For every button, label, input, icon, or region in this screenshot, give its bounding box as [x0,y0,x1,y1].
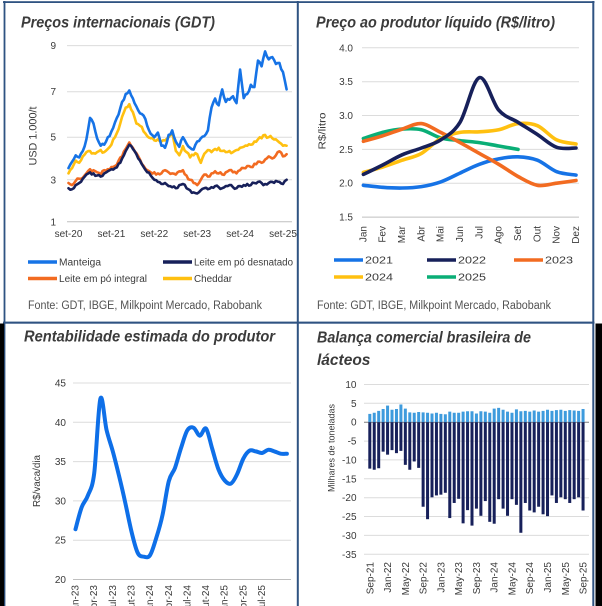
svg-text:4.0: 4.0 [339,43,353,54]
svg-text:Jan-25: Jan-25 [543,562,554,593]
svg-text:2023: 2023 [545,256,574,267]
svg-text:Sep-24: Sep-24 [525,562,536,595]
svg-text:-35: -35 [342,550,357,561]
svg-text:set-23: set-23 [183,229,211,240]
svg-text:R$/litro: R$/litro [317,112,329,149]
svg-text:Sep-23: Sep-23 [472,562,483,595]
svg-text:Preço ao produtor líquido (R$/: Preço ao produtor líquido (R$/litro) [316,15,555,32]
svg-text:set-21: set-21 [98,229,126,240]
svg-text:5: 5 [50,133,56,144]
svg-text:Jan-22: Jan-22 [383,562,394,593]
svg-text:Mar: Mar [397,225,408,243]
svg-text:Cheddar: Cheddar [194,274,233,285]
svg-text:Leite em pó integral: Leite em pó integral [59,274,147,285]
svg-text:Milhares de toneladas: Milhares de toneladas [327,404,337,492]
svg-text:1: 1 [50,217,56,228]
svg-text:-20: -20 [342,493,357,504]
svg-text:2.0: 2.0 [339,179,353,190]
svg-text:Rentabilidade estimada do prod: Rentabilidade estimada do produtor [24,329,276,346]
svg-text:-15: -15 [342,474,357,485]
svg-text:9: 9 [50,41,56,52]
svg-text:Abr-23: Abr-23 [89,585,100,606]
svg-text:Abr: Abr [416,225,427,241]
svg-text:Jan: Jan [358,226,369,242]
svg-text:45: 45 [55,379,67,390]
svg-text:35: 35 [55,457,67,468]
svg-text:May-22: May-22 [401,562,412,596]
svg-text:Manteiga: Manteiga [59,258,101,269]
svg-text:Fonte: GDT, IBGE, Milkpoint Me: Fonte: GDT, IBGE, Milkpoint Mercado, Rab… [317,300,551,312]
svg-text:7: 7 [50,87,56,98]
svg-text:R$/vaca/dia: R$/vaca/dia [31,455,43,507]
svg-text:30: 30 [55,496,67,507]
svg-text:2022: 2022 [458,256,487,267]
svg-text:3.5: 3.5 [339,77,353,88]
svg-text:Dez: Dez [571,226,582,244]
svg-text:Jul: Jul [474,226,485,239]
svg-text:Jul-23: Jul-23 [108,585,119,606]
svg-text:-30: -30 [342,531,357,542]
svg-text:set-20: set-20 [55,229,83,240]
svg-text:5: 5 [351,399,357,410]
svg-text:Jun: Jun [455,226,466,242]
svg-text:2024: 2024 [365,273,394,284]
svg-text:lácteos: lácteos [317,352,371,369]
svg-text:Sep-25: Sep-25 [579,562,590,595]
svg-text:Jan-25: Jan-25 [220,585,231,606]
svg-text:Sep-22: Sep-22 [419,562,430,595]
svg-text:May-25: May-25 [561,562,572,596]
svg-text:40: 40 [55,418,67,429]
svg-text:Jul-24: Jul-24 [182,585,193,606]
svg-text:Fonte: GDT, IBGE, Milkpoint Me: Fonte: GDT, IBGE, Milkpoint Mercado, Rab… [28,300,262,312]
svg-text:Jan-24: Jan-24 [145,585,156,606]
svg-text:May-23: May-23 [454,562,465,596]
svg-text:10: 10 [345,380,357,391]
svg-text:Jul-25: Jul-25 [257,585,268,606]
svg-text:Ago: Ago [494,226,505,244]
svg-text:Fev: Fev [378,226,389,243]
svg-text:3: 3 [50,175,56,186]
svg-text:0: 0 [351,418,357,429]
svg-text:Balança comercial brasileira d: Balança comercial brasileira de [317,330,531,347]
svg-text:Leite em pó desnatado: Leite em pó desnatado [194,258,293,269]
svg-text:Out: Out [532,226,543,242]
svg-text:2021: 2021 [365,256,394,267]
svg-text:May-24: May-24 [508,562,519,596]
svg-text:3.0: 3.0 [339,111,353,122]
svg-text:Sep-21: Sep-21 [365,562,376,595]
svg-text:Out-24: Out-24 [201,585,212,606]
svg-text:-5: -5 [348,437,357,448]
svg-text:set-22: set-22 [140,229,168,240]
svg-text:Set: Set [513,226,524,241]
svg-text:USD 1.000/t: USD 1.000/t [28,107,40,166]
svg-text:set-25: set-25 [269,229,297,240]
svg-text:Preços internacionais (GDT): Preços internacionais (GDT) [21,15,215,32]
svg-text:Jan-23: Jan-23 [436,562,447,593]
svg-text:Mai: Mai [436,226,447,242]
svg-text:Jan-24: Jan-24 [490,562,501,593]
svg-text:2.5: 2.5 [339,145,353,156]
svg-text:Nov: Nov [552,226,563,244]
svg-text:25: 25 [55,536,67,547]
svg-text:2025: 2025 [458,273,487,284]
svg-text:1.5: 1.5 [339,213,353,224]
svg-text:-25: -25 [342,512,357,523]
svg-text:-10: -10 [342,455,357,466]
svg-text:20: 20 [55,575,67,586]
svg-text:Jan-23: Jan-23 [71,585,82,606]
svg-text:Abr-25: Abr-25 [238,585,249,606]
svg-text:Abr-24: Abr-24 [164,585,175,606]
svg-text:set-24: set-24 [226,229,254,240]
svg-text:Out-23: Out-23 [127,585,138,606]
